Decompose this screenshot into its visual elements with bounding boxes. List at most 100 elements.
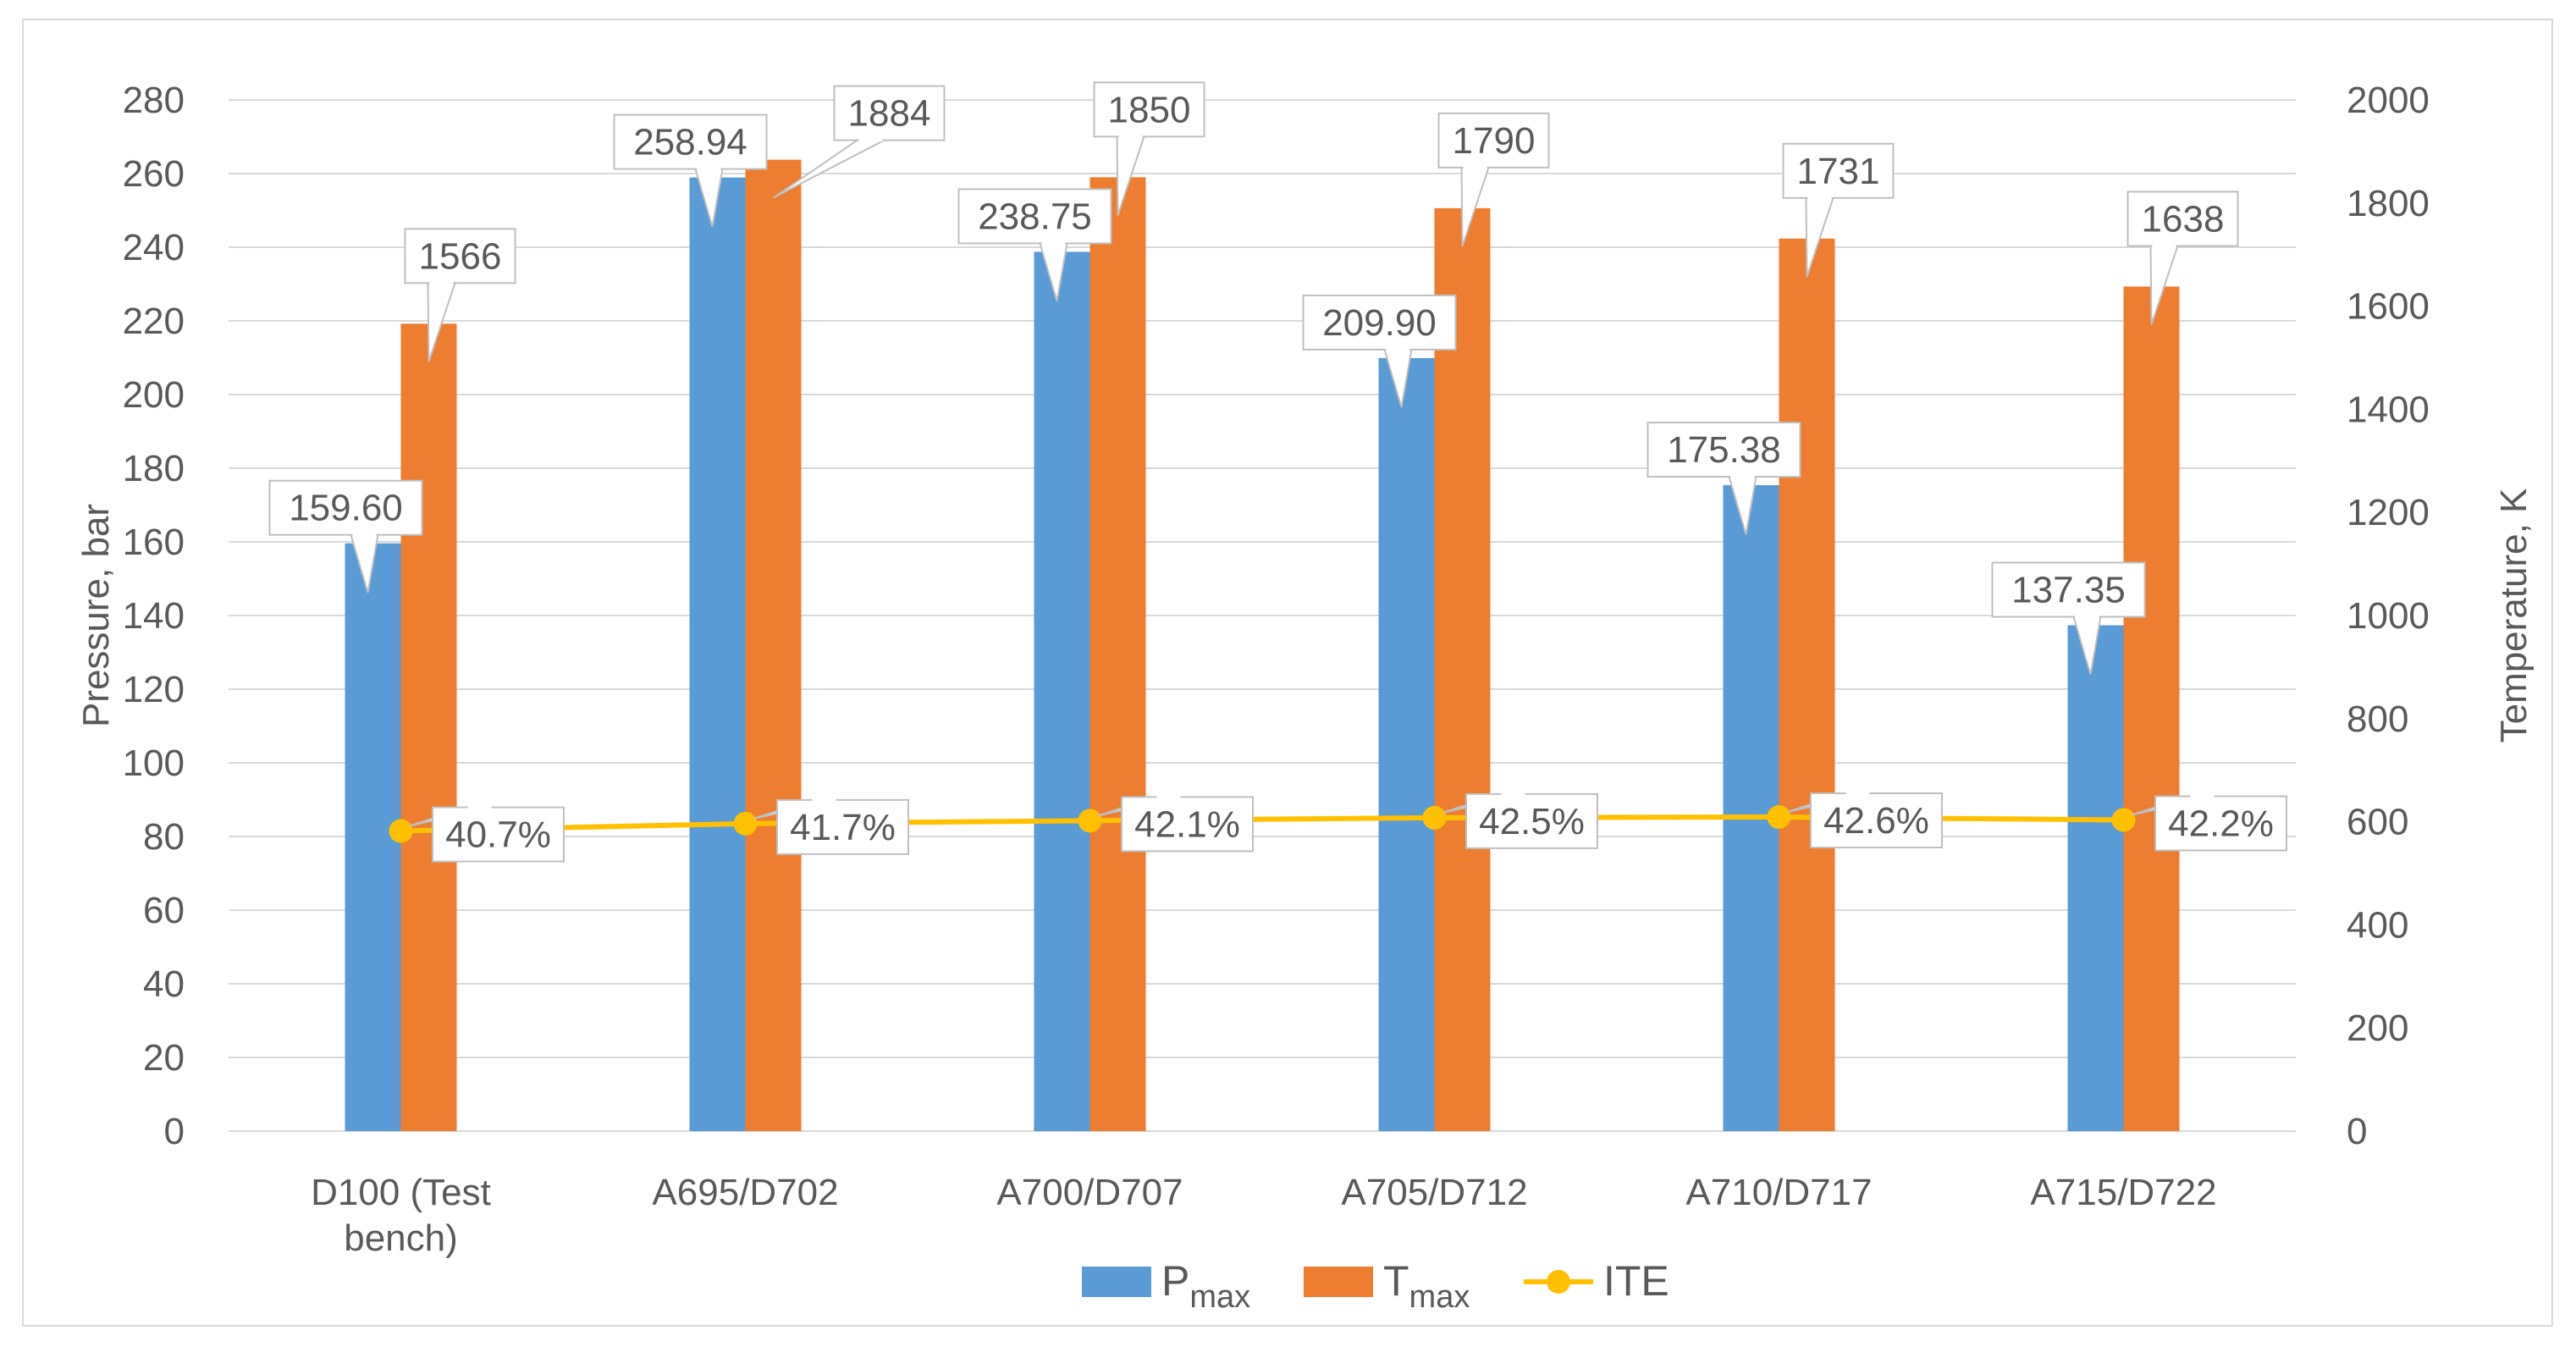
legend-label-ite: ITE (1603, 1257, 1669, 1305)
bar-pmax (1034, 251, 1090, 1131)
callout-box (432, 806, 565, 863)
bars (345, 159, 2180, 1132)
y-tick-label: 40 (143, 963, 185, 1005)
callout-box (957, 188, 1112, 245)
bar-pmax (1723, 485, 1779, 1131)
label-ite: 42.6% (1787, 792, 1943, 849)
legend-sub-pmax: max (1189, 1279, 1250, 1315)
callout-box (1782, 142, 1895, 199)
data-label: 1566 (419, 235, 502, 277)
y-tick-label: 100 (123, 743, 185, 784)
x-tick-label: A695/D702 (652, 1172, 838, 1213)
callout-box (1991, 561, 2146, 618)
callout-box (776, 798, 909, 855)
y2-tick-label: 0 (2347, 1111, 2367, 1152)
label-pmax: 209.90 (1302, 294, 1457, 408)
y-tick-label: 140 (123, 595, 185, 637)
y-tick-label: 120 (123, 669, 185, 710)
data-label: 137.35 (2011, 570, 2126, 611)
data-label: 209.90 (1322, 302, 1437, 344)
legend: Pmax Tmax ITE (1082, 1257, 1669, 1315)
data-label: 42.2% (2168, 803, 2274, 844)
callout-box (1121, 796, 1254, 853)
label-tmax: 1731 (1782, 142, 1895, 278)
ite-point (1767, 805, 1791, 830)
bar-tmax (1779, 238, 1835, 1131)
y2-tick-label: 2000 (2347, 80, 2430, 121)
bar-tmax (2123, 286, 2180, 1131)
axes: Pressure, bar Temperature, K 0 20 40 60 80 10… (75, 80, 2535, 1259)
callout-box (1465, 792, 1598, 849)
bar-tmax (745, 159, 802, 1131)
y-tick-label: 60 (143, 890, 185, 931)
y2-tick-label: 1600 (2347, 286, 2430, 328)
bar-pmax (2067, 625, 2124, 1131)
y2-axis-title: Temperature, K (2493, 489, 2535, 743)
data-label: 175.38 (1667, 429, 1781, 471)
callout-box (1302, 294, 1457, 351)
y-axis-title: Pressure, bar (75, 504, 117, 727)
data-label: 42.1% (1134, 803, 1240, 845)
callout-box (268, 479, 423, 536)
ite-point (733, 811, 758, 836)
ite-point (1422, 805, 1447, 830)
label-ite: 42.1% (1098, 795, 1254, 853)
data-label: 1884 (848, 93, 931, 135)
y2-tick-label: 800 (2347, 698, 2408, 740)
y-tick-label: 0 (164, 1111, 185, 1152)
label-pmax: 258.94 (613, 113, 768, 227)
label-ite: 42.5% (1442, 792, 1598, 849)
label-tmax: 1884 (772, 85, 946, 199)
callout-box (404, 228, 516, 284)
data-label: 40.7% (445, 814, 551, 856)
y2-tick-label: 1000 (2347, 595, 2430, 637)
bar-tmax (400, 323, 457, 1131)
y2-tick-label: 1800 (2347, 183, 2430, 224)
callout-box (1810, 792, 1943, 849)
legend-swatch-pmax (1082, 1267, 1151, 1297)
legend-sub-tmax: max (1409, 1279, 1470, 1315)
y2-tick-label: 200 (2347, 1007, 2408, 1049)
x-tick-label: A705/D712 (1341, 1172, 1527, 1213)
ite-point (1078, 809, 1102, 833)
ite-point (2111, 808, 2136, 832)
x-tick-label: A710/D717 (1685, 1172, 1872, 1213)
y2-tick-label: 600 (2347, 802, 2408, 843)
y-tick-label: 20 (143, 1037, 185, 1079)
callout-box (2126, 190, 2239, 247)
data-label: 258.94 (633, 122, 747, 163)
label-tmax: 1790 (1437, 112, 1550, 247)
data-label: 1850 (1108, 89, 1191, 130)
y-tick-label: 180 (123, 448, 185, 489)
y-tick-label: 280 (123, 80, 185, 121)
data-label: 1790 (1453, 120, 1536, 162)
y-tick-label: 220 (123, 301, 185, 342)
label-pmax: 175.38 (1647, 422, 1801, 535)
label-pmax: 159.60 (268, 479, 423, 593)
data-label: 238.75 (978, 196, 1092, 237)
bar-tmax (1434, 207, 1491, 1131)
legend-label-tmax: Tmax (1383, 1257, 1470, 1315)
legend-label-pmax: Pmax (1161, 1257, 1250, 1315)
gridlines (229, 99, 2296, 1132)
callout-box (833, 85, 946, 141)
label-tmax: 1566 (404, 228, 516, 362)
x-tick-label: D100 (Test (311, 1172, 491, 1213)
y-tick-label: 80 (143, 816, 185, 858)
x-tick-label: A700/D707 (996, 1172, 1183, 1213)
label-tmax: 1850 (1093, 81, 1205, 216)
y2-tick-label: 400 (2347, 904, 2408, 946)
y2-tick-label: 1400 (2347, 389, 2430, 430)
data-label: 1638 (2142, 198, 2225, 240)
label-ite: 40.7% (409, 806, 565, 863)
y-tick-label: 260 (123, 153, 185, 195)
x-tick-label: A715/D722 (2030, 1172, 2216, 1213)
callout-box (2154, 795, 2287, 852)
label-pmax: 137.35 (1991, 561, 2146, 675)
bar-tmax (1089, 177, 1146, 1132)
bar-pmax (689, 177, 746, 1132)
label-tmax: 1638 (2126, 190, 2239, 325)
bar-pmax (1378, 357, 1435, 1131)
y-tick-label: 200 (123, 374, 185, 416)
